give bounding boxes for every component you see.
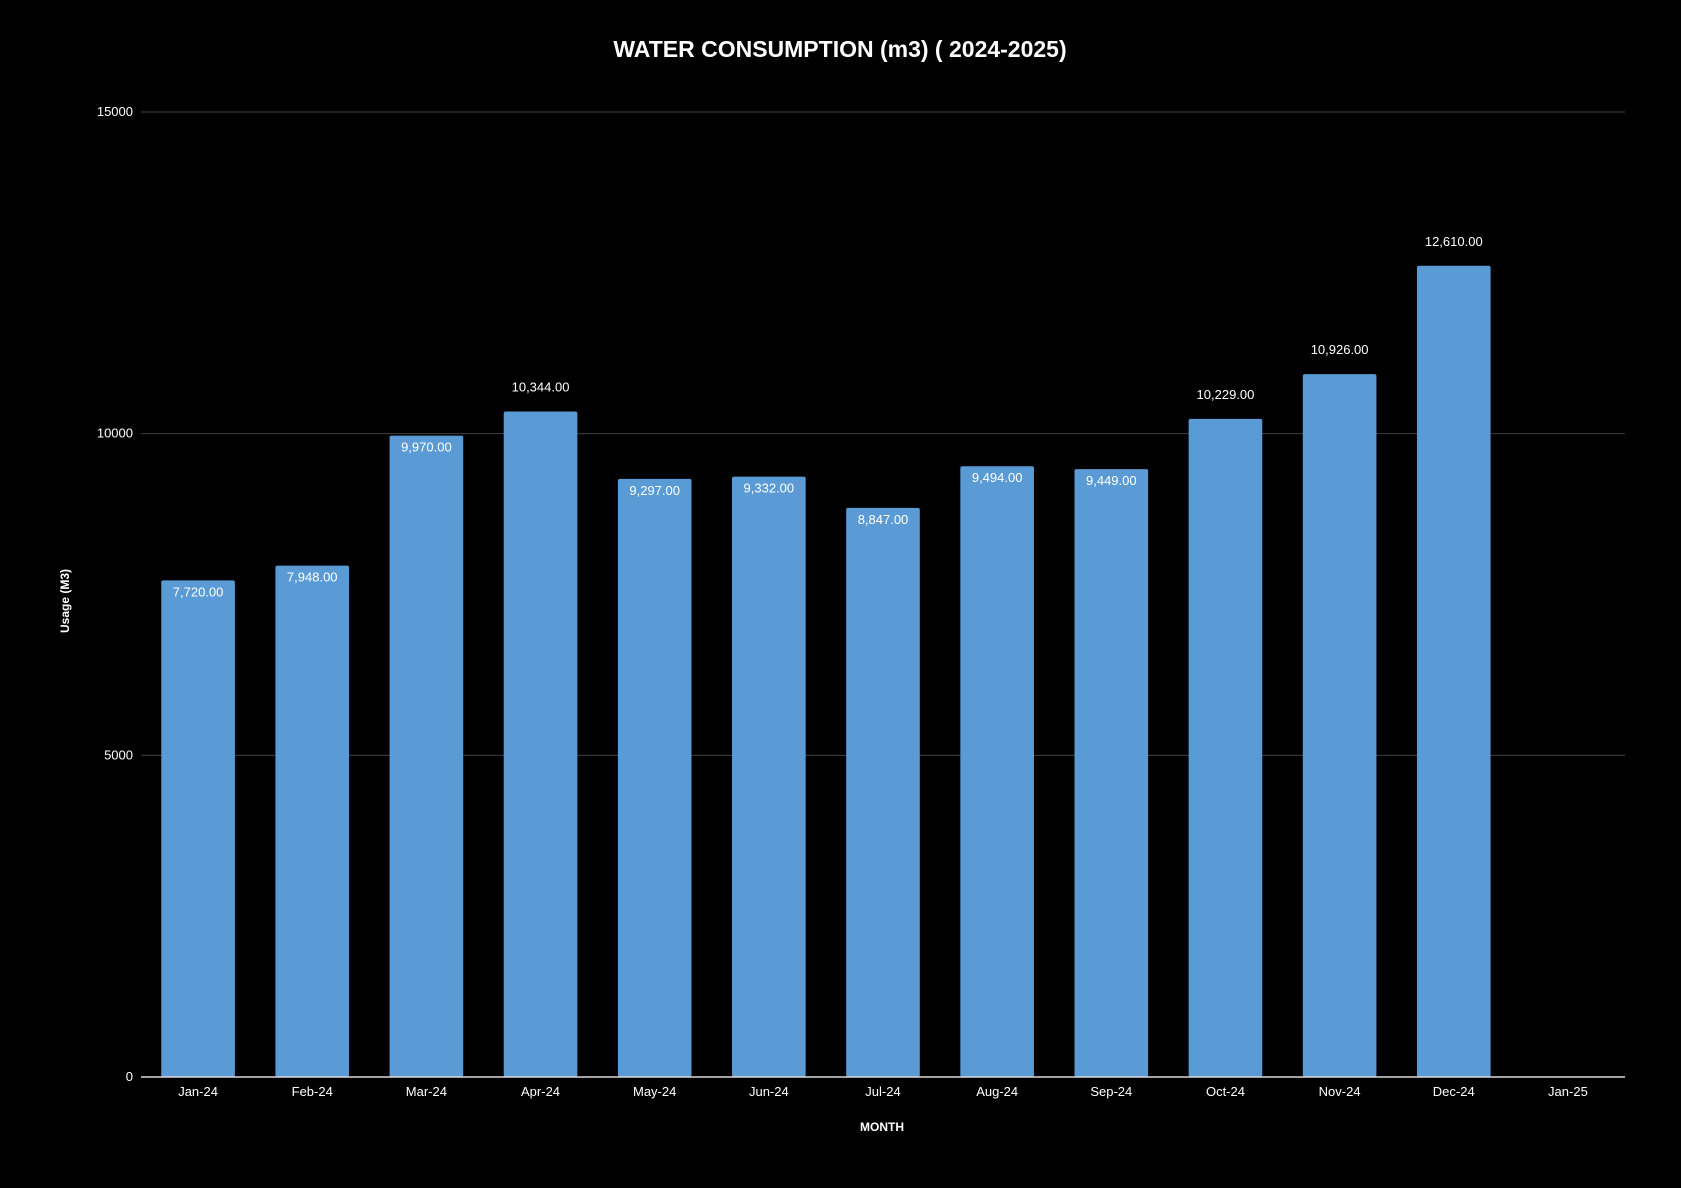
x-tick-label: Dec-24: [1433, 1084, 1475, 1099]
bar: [1188, 418, 1263, 1077]
data-label: 9,297.00: [629, 483, 680, 498]
x-tick-label: Aug-24: [976, 1084, 1018, 1099]
data-label: 7,720.00: [173, 584, 224, 599]
x-axis-ticks: Jan-24 Feb-24 Mar-24 Apr-24 May-24 Jun-24 Jul-…: [178, 1084, 1588, 1099]
x-tick-label: Nov-24: [1319, 1084, 1361, 1099]
y-axis-title: Usage (M3): [58, 569, 72, 633]
bar: [161, 580, 235, 1077]
data-label: 9,332.00: [744, 481, 795, 496]
bar: [1074, 469, 1149, 1077]
data-label: 9,494.00: [972, 470, 1023, 485]
data-label: 10,229.00: [1197, 387, 1255, 402]
bars: [161, 265, 1491, 1077]
x-tick-label: Sep-24: [1090, 1084, 1132, 1099]
y-tick-label: 5000: [104, 747, 133, 762]
data-label: 8,847.00: [858, 512, 909, 527]
bar: [960, 466, 1034, 1077]
data-label: 10,344.00: [512, 380, 570, 395]
bar: [617, 478, 692, 1077]
x-tick-label: Feb-24: [292, 1084, 333, 1099]
x-tick-label: Oct-24: [1206, 1084, 1245, 1099]
bar: [846, 507, 920, 1077]
bar: [732, 476, 806, 1077]
bar: [389, 435, 464, 1077]
bar: [275, 565, 350, 1077]
y-axis-ticks: 0 5000 10000 15000: [97, 104, 133, 1084]
y-tick-label: 0: [126, 1069, 133, 1084]
data-label: 9,449.00: [1086, 473, 1137, 488]
chart-title: WATER CONSUMPTION (m3) ( 2024-2025): [613, 36, 1066, 62]
bar: [1416, 265, 1491, 1077]
data-label: 12,610.00: [1425, 234, 1483, 249]
x-tick-label: Mar-24: [406, 1084, 447, 1099]
x-tick-label: Jul-24: [865, 1084, 900, 1099]
y-tick-label: 10000: [97, 426, 133, 441]
bar: [1302, 374, 1377, 1077]
x-tick-label: May-24: [633, 1084, 676, 1099]
x-tick-label: Jun-24: [749, 1084, 789, 1099]
data-label: 10,926.00: [1311, 342, 1369, 357]
x-tick-label: Apr-24: [521, 1084, 560, 1099]
data-label: 7,948.00: [287, 570, 338, 585]
bar: [503, 411, 578, 1077]
y-tick-label: 15000: [97, 104, 133, 119]
x-axis-title: MONTH: [860, 1120, 904, 1134]
data-label: 9,970.00: [401, 440, 452, 455]
x-tick-label: Jan-25: [1548, 1084, 1588, 1099]
data-labels: 7,720.00 7,948.00 9,970.00 10,344.00 9,297.0…: [173, 234, 1483, 600]
x-tick-label: Jan-24: [178, 1084, 218, 1099]
